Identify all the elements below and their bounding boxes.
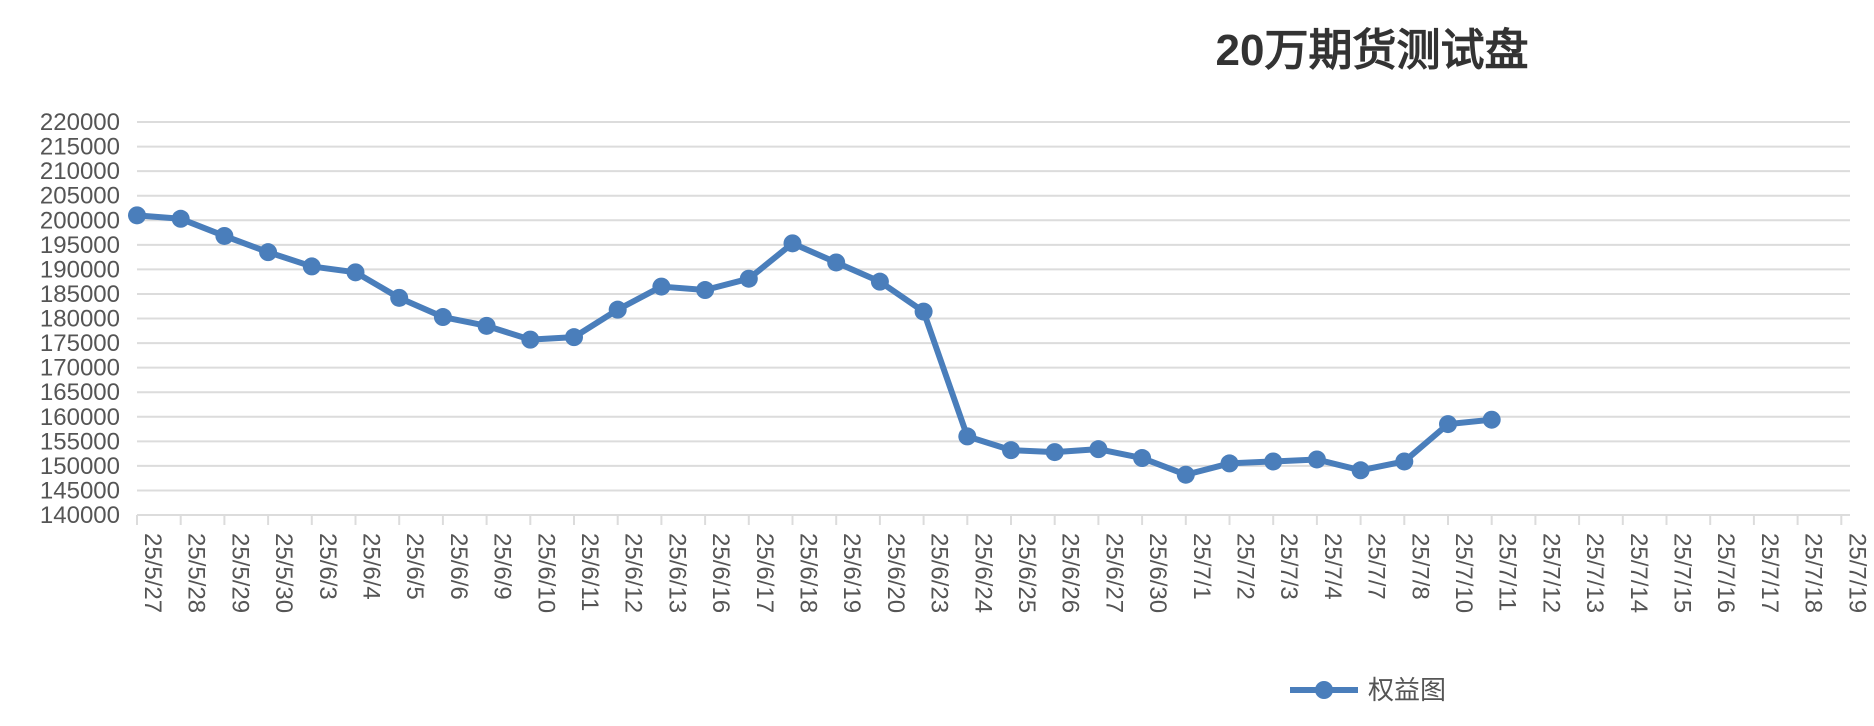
x-tick-label: 25/7/19 (1843, 533, 1870, 613)
data-point (1002, 441, 1020, 460)
data-point (1176, 465, 1195, 484)
y-tick-label: 160000 (40, 404, 120, 431)
x-tick-label: 25/5/30 (270, 533, 297, 613)
x-tick-label: 25/7/12 (1537, 533, 1564, 613)
x-tick-label: 25/7/14 (1625, 533, 1652, 613)
data-point (914, 302, 933, 321)
x-tick-label: 25/7/13 (1581, 533, 1608, 613)
x-tick-label: 25/6/12 (620, 533, 647, 613)
data-point (1482, 410, 1501, 429)
x-tick-label: 25/7/16 (1712, 533, 1739, 613)
gridlines (137, 121, 1850, 516)
x-tick-label: 25/5/28 (183, 533, 210, 613)
x-tick-label: 25/6/9 (489, 533, 516, 600)
x-tick-label: 25/7/7 (1363, 533, 1390, 600)
data-point (608, 300, 627, 319)
data-point (346, 263, 365, 282)
x-tick-label: 25/6/27 (1100, 533, 1127, 613)
data-point (739, 269, 758, 288)
y-tick-label: 140000 (40, 502, 120, 529)
data-point (1133, 449, 1152, 468)
x-tick-label: 25/6/24 (969, 533, 996, 613)
data-point (696, 281, 715, 300)
data-point (477, 316, 496, 335)
data-point (171, 209, 190, 228)
y-tick-label: 170000 (40, 355, 120, 382)
x-tick-label: 25/6/16 (707, 533, 734, 613)
legend-label: 权益图 (1368, 675, 1446, 705)
y-tick-label: 165000 (40, 379, 120, 406)
y-tick-label: 180000 (40, 306, 120, 333)
x-tick-label: 25/5/27 (139, 533, 166, 613)
data-point (215, 226, 234, 245)
x-tick-label: 25/6/5 (401, 533, 428, 600)
data-point (1089, 440, 1108, 459)
data-point (1045, 443, 1064, 462)
series-layer (128, 206, 1501, 484)
x-tick-label: 25/7/10 (1450, 533, 1477, 613)
y-tick-label: 220000 (40, 109, 120, 136)
y-tick-label: 205000 (40, 183, 120, 210)
data-point (1220, 454, 1239, 473)
data-point (433, 308, 452, 327)
y-tick-label: 185000 (40, 281, 120, 308)
chart-title: 20万期货测试盘 (1216, 26, 1529, 75)
x-tick-label: 25/7/1 (1188, 533, 1215, 600)
y-tick-label: 210000 (40, 158, 120, 185)
data-point (1395, 452, 1414, 471)
x-tick-label: 25/6/17 (751, 533, 778, 613)
x-tick-label: 25/6/4 (358, 533, 385, 600)
x-tick-label: 25/6/19 (838, 533, 865, 613)
x-tick-label: 25/7/15 (1669, 533, 1696, 613)
x-tick-label: 25/7/8 (1406, 533, 1433, 600)
y-tick-label: 195000 (40, 232, 120, 259)
data-point (565, 328, 583, 347)
data-point (128, 206, 146, 225)
data-point (958, 427, 977, 446)
y-tick-label: 155000 (40, 428, 120, 455)
data-point (521, 330, 540, 349)
x-tick-label: 25/6/3 (314, 533, 341, 600)
data-point (390, 288, 409, 307)
legend-point-marker (1315, 681, 1333, 699)
data-point (827, 253, 846, 272)
data-point (259, 243, 278, 262)
x-tick-label: 25/6/10 (532, 533, 559, 613)
y-tick-label: 145000 (40, 477, 120, 504)
x-axis-ticks: 25/5/27 25/5/28 25/5/29 25/5/30 25/6/3 25/6/4… (136, 514, 1870, 613)
x-tick-label: 25/6/30 (1144, 533, 1171, 613)
x-tick-label: 25/7/11 (1494, 533, 1521, 611)
data-point (1439, 415, 1457, 434)
x-tick-label: 25/7/3 (1275, 533, 1302, 600)
y-tick-label: 190000 (40, 256, 120, 283)
data-point (783, 234, 802, 253)
y-tick-label: 200000 (40, 207, 120, 234)
x-tick-label: 25/6/18 (795, 533, 822, 613)
x-tick-label: 25/7/17 (1756, 533, 1783, 613)
data-point (1307, 450, 1326, 469)
x-tick-label: 25/7/18 (1800, 533, 1827, 613)
y-tick-label: 175000 (40, 330, 120, 357)
x-tick-label: 25/6/11 (576, 533, 603, 611)
data-point (1264, 452, 1283, 471)
x-tick-label: 25/6/25 (1013, 533, 1040, 613)
x-tick-label: 25/7/2 (1232, 533, 1259, 600)
y-tick-label: 215000 (40, 134, 120, 161)
data-point (302, 257, 321, 276)
y-axis-ticks: 1400001450001500001550001600001650001700… (40, 109, 120, 529)
x-tick-label: 25/6/23 (926, 533, 953, 613)
data-point (870, 272, 889, 291)
data-point (1351, 461, 1370, 480)
y-tick-label: 150000 (40, 453, 120, 480)
series-line (136, 212, 1493, 478)
x-tick-label: 25/5/29 (226, 533, 253, 613)
x-tick-label: 25/7/4 (1319, 533, 1346, 600)
legend: 权益图 (1290, 675, 1446, 705)
x-tick-label: 25/6/26 (1057, 533, 1084, 613)
x-tick-label: 25/6/6 (445, 533, 472, 600)
x-tick-label: 25/6/20 (882, 533, 909, 613)
x-tick-label: 25/6/13 (663, 533, 690, 613)
data-point (652, 277, 671, 296)
